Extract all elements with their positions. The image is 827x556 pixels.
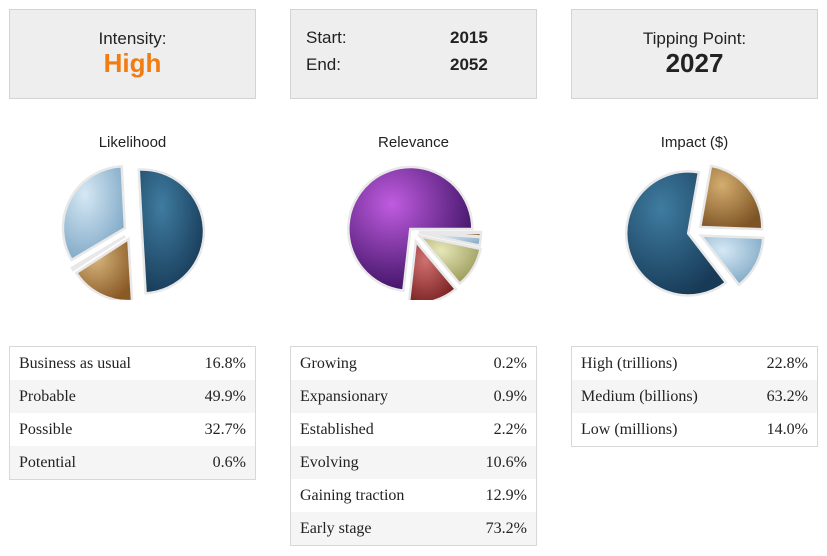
row-value: 0.2% bbox=[493, 354, 527, 372]
row-label: Probable bbox=[19, 387, 76, 405]
row-value: 0.6% bbox=[212, 453, 246, 471]
row-label: Business as usual bbox=[19, 354, 131, 372]
table-row: Medium (billions) 63.2% bbox=[571, 380, 818, 413]
table-row: Gaining traction 12.9% bbox=[291, 479, 537, 512]
row-label: Possible bbox=[19, 420, 73, 438]
pie-slice-medium-billions bbox=[624, 170, 728, 297]
impact-pie-chart bbox=[624, 164, 765, 297]
pie-slice-possible bbox=[61, 164, 127, 262]
row-label: Expansionary bbox=[300, 387, 388, 405]
end-label: End: bbox=[306, 55, 341, 74]
table-row: High (trillions) 22.8% bbox=[572, 347, 818, 381]
relevance-table: Growing 0.2% Expansionary 0.9% Established 2.… bbox=[290, 346, 537, 546]
start-value: 2015 bbox=[450, 28, 488, 47]
table-row: Evolving 10.6% bbox=[290, 446, 537, 479]
pie-slice-probable bbox=[137, 168, 206, 295]
pie-slice-low-millions bbox=[698, 234, 765, 287]
timeframe-box: Start: 2015 End: 2052 bbox=[290, 9, 537, 99]
row-value: 12.9% bbox=[485, 486, 527, 504]
row-label: Potential bbox=[19, 453, 76, 471]
table-row: Growing 0.2% bbox=[291, 347, 537, 381]
end-value: 2052 bbox=[450, 55, 488, 74]
table-row: Potential 0.6% bbox=[9, 446, 256, 480]
pie-slice-potential bbox=[70, 235, 126, 272]
row-label: Established bbox=[300, 420, 374, 438]
tipping-point-value: 2027 bbox=[665, 48, 724, 78]
table-row: Low (millions) 14.0% bbox=[572, 413, 818, 447]
row-label: Evolving bbox=[300, 453, 359, 471]
row-value: 2.2% bbox=[493, 420, 527, 438]
table-row: Early stage 73.2% bbox=[290, 512, 537, 546]
table-row: Expansionary 0.9% bbox=[290, 380, 537, 413]
likelihood-table: Business as usual 16.8% Probable 49.9% Possi… bbox=[9, 346, 256, 480]
row-label: Early stage bbox=[300, 519, 372, 537]
row-value: 0.9% bbox=[493, 387, 527, 405]
tipping-point-box: Tipping Point: 2027 bbox=[571, 9, 818, 99]
intensity-value: High bbox=[103, 48, 162, 78]
pie-slice-business-as-usual bbox=[74, 236, 134, 300]
pie-slice-evolving bbox=[416, 234, 483, 286]
row-value: 10.6% bbox=[485, 453, 527, 471]
table-row: Possible 32.7% bbox=[10, 413, 256, 446]
relevance-title: Relevance bbox=[378, 134, 449, 151]
row-value: 16.8% bbox=[204, 354, 246, 372]
table-row: Business as usual 16.8% bbox=[10, 347, 256, 381]
pie-slice-gaining-traction bbox=[407, 238, 458, 300]
row-label: Low (millions) bbox=[581, 420, 678, 438]
row-value: 22.8% bbox=[766, 354, 808, 372]
impact-title: Impact ($) bbox=[660, 134, 729, 151]
relevance-pie-chart bbox=[347, 165, 483, 300]
pie-slice-high-trillions bbox=[698, 164, 764, 231]
row-label: High (trillions) bbox=[581, 354, 678, 372]
row-value: 14.0% bbox=[766, 420, 808, 438]
row-value: 63.2% bbox=[766, 387, 808, 405]
row-value: 49.9% bbox=[204, 387, 246, 405]
row-label: Growing bbox=[300, 354, 357, 372]
start-label: Start: bbox=[306, 28, 347, 47]
row-value: 73.2% bbox=[485, 519, 527, 537]
row-label: Gaining traction bbox=[300, 486, 405, 504]
pie-slice-established bbox=[418, 231, 483, 248]
row-value: 32.7% bbox=[204, 420, 246, 438]
intensity-label: Intensity: bbox=[98, 29, 167, 48]
intensity-box: Intensity: High bbox=[9, 9, 256, 99]
impact-table: High (trillions) 22.8% Medium (billions) 63… bbox=[571, 346, 818, 447]
likelihood-pie-chart bbox=[61, 164, 206, 300]
row-label: Medium (billions) bbox=[581, 387, 698, 405]
likelihood-title: Likelihood bbox=[98, 134, 167, 151]
table-row: Established 2.2% bbox=[291, 413, 537, 446]
pie-slice-early-stage bbox=[347, 165, 474, 293]
table-row: Probable 49.9% bbox=[9, 380, 256, 413]
tipping-point-label: Tipping Point: bbox=[642, 29, 747, 48]
